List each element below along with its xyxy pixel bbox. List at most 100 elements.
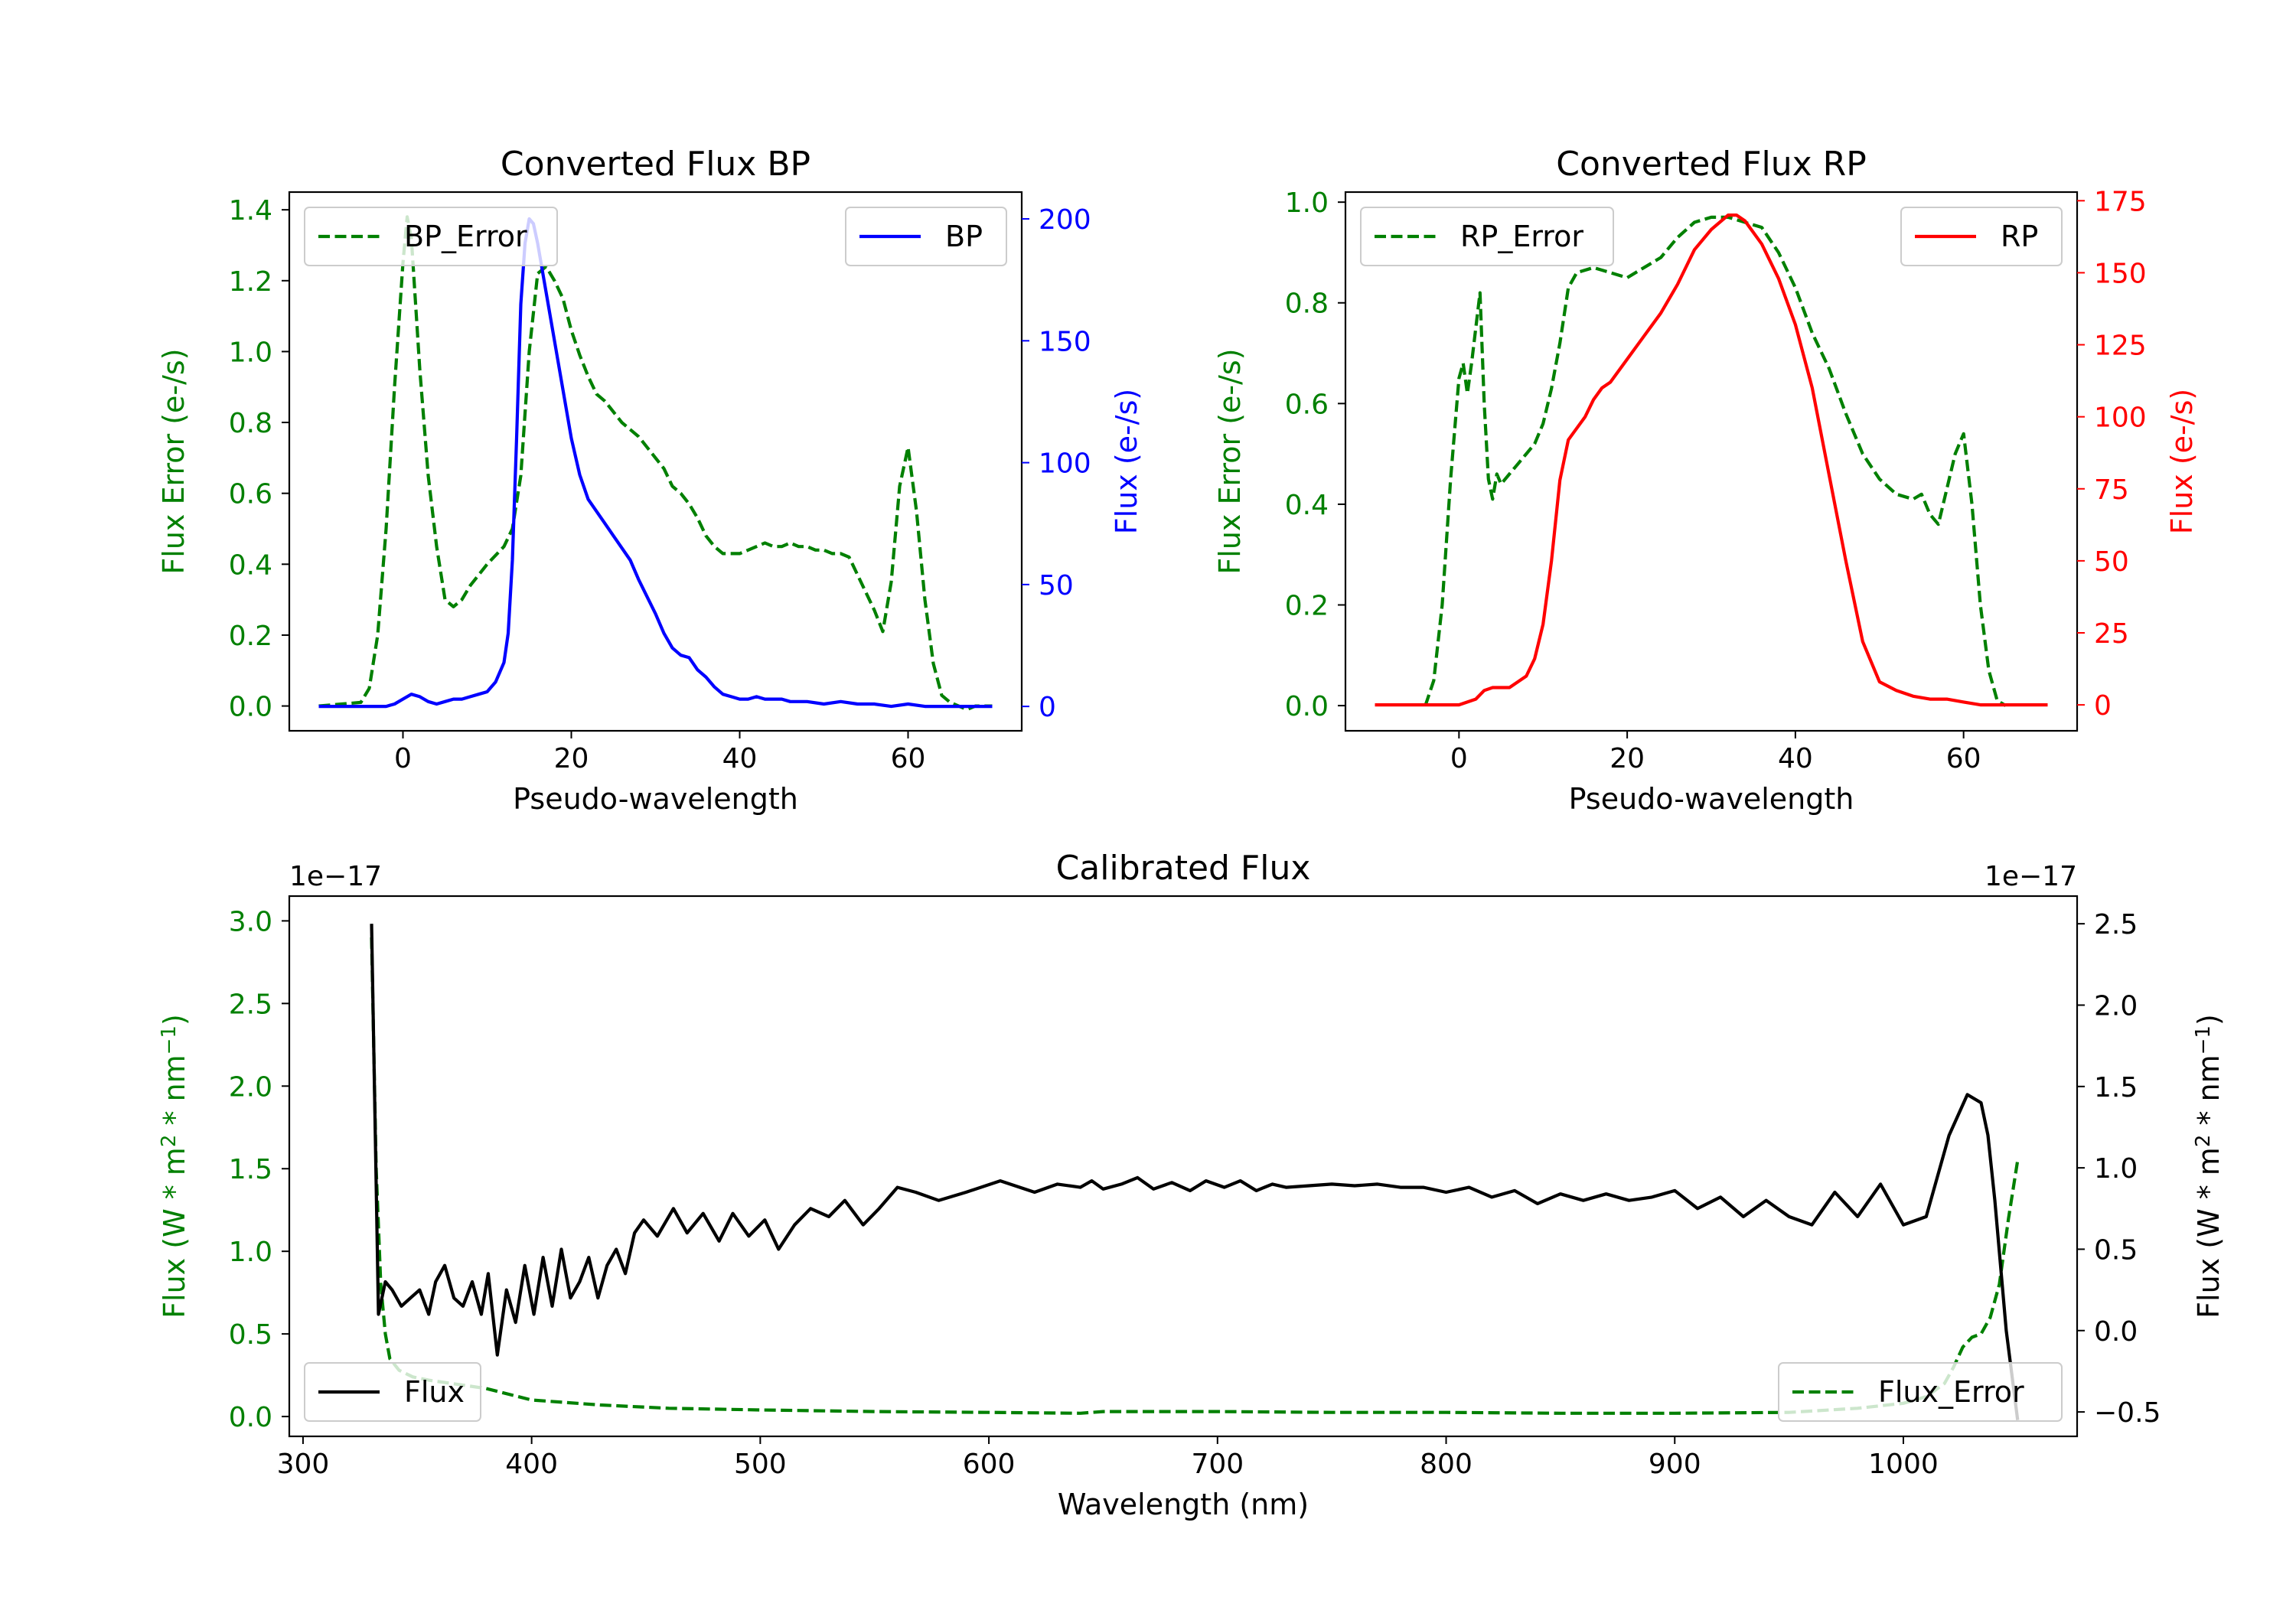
rp-xtick-label: 60 [1946, 743, 1981, 774]
bp-xtick-label: 20 [554, 743, 589, 774]
calibrated-axes-frame [288, 895, 2079, 1438]
bp-ytick-right-label: 0 [1039, 692, 1056, 723]
calibrated-ylabel-right-part: Flux (W * m [2192, 1147, 2226, 1319]
bp-ytick-right-label: 150 [1039, 326, 1091, 357]
calibrated-xtick-label: 700 [1191, 1449, 1244, 1480]
rp-ytick-right-label: 75 [2094, 474, 2129, 506]
rp-ytick-right-label: 0 [2094, 690, 2112, 722]
rp-ytick-right-label: 150 [2094, 258, 2147, 289]
calibrated-series-flux_error [370, 937, 2020, 1415]
calibrated-ylabel-right-sup: 2 [2192, 1135, 2215, 1148]
bp-ytick-right-label: 100 [1039, 448, 1091, 480]
rp-legend-left-label: RP_Error [1460, 220, 1583, 253]
calibrated-ylabel-left-part: Flux (W * m [158, 1147, 191, 1319]
bp-ytick-left-label: 0.4 [229, 549, 272, 581]
calibrated-xlabel: Wavelength (nm) [1058, 1488, 1309, 1521]
calibrated-ytick-right-label: −0.5 [2094, 1397, 2161, 1429]
calibrated-ylabel-right-part: ) [2192, 1014, 2226, 1025]
rp-ytick-right-label: 100 [2094, 403, 2147, 434]
calibrated-xtick-label: 300 [277, 1449, 330, 1480]
bp-series-bp [318, 217, 993, 709]
calibrated-ytick-right-label: 0.5 [2094, 1234, 2138, 1266]
calibrated-xtick-label: 500 [734, 1449, 787, 1480]
bp-xtick-label: 60 [891, 743, 926, 774]
rp-ytick-left-label: 0.8 [1285, 288, 1329, 320]
rp-series-rp [1375, 214, 2048, 707]
calibrated-ylabel-left-sup: −1 [158, 1025, 181, 1054]
bp-xtick-label: 40 [722, 743, 758, 774]
bp-axes-frame [288, 191, 1023, 732]
calibrated-offset-right: 1e−17 [1985, 861, 2077, 892]
calibrated-ytick-right-label: 1.5 [2094, 1072, 2138, 1103]
calibrated-ylabel-right-sup: −1 [2192, 1025, 2215, 1054]
bp-legend-left-box [304, 207, 558, 266]
rp-legend-right-label: RP [2001, 220, 2038, 253]
bp-ytick-right-label: 200 [1039, 204, 1091, 236]
calibrated-ytick-right-label: 2.5 [2094, 909, 2138, 940]
rp-ylabel-left: Flux Error (e-/s) [1213, 348, 1247, 574]
rp-ytick-left-label: 1.0 [1285, 187, 1329, 219]
calibrated-ytick-left-label: 1.5 [229, 1154, 272, 1185]
calibrated-ylabel-right: Flux (W * m2 * nm−1) [2192, 1014, 2226, 1319]
rp-ytick-right-label: 25 [2094, 618, 2129, 650]
rp-ytick-right-label: 125 [2094, 331, 2147, 362]
calibrated-ytick-right-label: 1.0 [2094, 1153, 2138, 1185]
bp-series-bp_error [318, 215, 993, 712]
calibrated-ytick-right-label: 0.0 [2094, 1316, 2138, 1348]
calibrated-ytick-left-label: 3.0 [229, 906, 272, 937]
rp-ytick-right-label: 175 [2094, 186, 2147, 217]
calibrated-legend-left-label: Flux [404, 1375, 465, 1409]
calibrated-title: Calibrated Flux [1056, 849, 1311, 888]
rp-ylabel-right: Flux (e-/s) [2165, 389, 2199, 534]
bp-ytick-left-label: 1.0 [229, 337, 272, 368]
calibrated-xtick-label: 600 [963, 1449, 1016, 1480]
calibrated-ylabel-left: Flux (W * m2 * nm−1) [158, 1014, 191, 1319]
rp-title: Converted Flux RP [1556, 145, 1867, 184]
bp-xlabel: Pseudo-wavelength [513, 782, 798, 816]
bp-ytick-left-label: 0.6 [229, 479, 272, 510]
bp-legend-left-label: BP_Error [404, 220, 527, 253]
calibrated-ytick-left-label: 0.5 [229, 1319, 272, 1351]
calibrated-series-flux [370, 924, 2020, 1420]
calibrated-ylabel-left-part: * nm [158, 1054, 191, 1134]
calibrated-legend-right-box [1778, 1362, 2063, 1422]
rp-series-rp_error [1424, 215, 2007, 707]
rp-xtick-label: 40 [1778, 743, 1813, 774]
rp-xtick-label: 20 [1609, 743, 1645, 774]
calibrated-xtick-label: 400 [505, 1449, 558, 1480]
bp-ytick-left-label: 1.2 [229, 266, 272, 298]
rp-legend-left-box [1360, 207, 1614, 266]
rp-ytick-left-label: 0.6 [1285, 389, 1329, 420]
calibrated-ytick-left-label: 1.0 [229, 1237, 272, 1268]
bp-ytick-left-label: 0.8 [229, 408, 272, 439]
rp-axes-frame [1344, 191, 2079, 732]
calibrated-ytick-left-label: 2.5 [229, 989, 272, 1020]
rp-xtick-label: 0 [1450, 743, 1468, 774]
bp-ylabel-right: Flux (e-/s) [1110, 389, 1143, 534]
rp-xlabel: Pseudo-wavelength [1569, 782, 1854, 816]
rp-ytick-left-label: 0.0 [1285, 691, 1329, 722]
bp-ytick-left-label: 0.2 [229, 621, 272, 652]
calibrated-ytick-right-label: 2.0 [2094, 990, 2138, 1022]
rp-legend-right-box [1900, 207, 2063, 266]
calibrated-legend-right-label: Flux_Error [1878, 1375, 2024, 1409]
bp-ytick-left-label: 1.4 [229, 195, 272, 227]
bp-legend-right-label: BP [945, 220, 983, 253]
calibrated-legend-left-box [304, 1362, 481, 1422]
rp-ytick-right-label: 50 [2094, 546, 2129, 578]
bp-xtick-label: 0 [394, 743, 412, 774]
bp-ytick-left-label: 0.0 [229, 692, 272, 723]
calibrated-ytick-left-label: 2.0 [229, 1071, 272, 1103]
calibrated-offset-left: 1e−17 [289, 861, 382, 892]
calibrated-ylabel-left-sup: 2 [158, 1135, 181, 1148]
calibrated-xtick-label: 1000 [1868, 1449, 1939, 1480]
calibrated-ylabel-left-part: ) [158, 1014, 191, 1025]
rp-ytick-left-label: 0.2 [1285, 591, 1329, 622]
bp-ylabel-left: Flux Error (e-/s) [157, 348, 191, 574]
calibrated-xtick-label: 900 [1649, 1449, 1701, 1480]
calibrated-ylabel-right-part: * nm [2192, 1054, 2226, 1134]
calibrated-xtick-label: 800 [1420, 1449, 1473, 1480]
calibrated-ytick-left-label: 0.0 [229, 1402, 272, 1433]
bp-ytick-right-label: 50 [1039, 570, 1074, 601]
